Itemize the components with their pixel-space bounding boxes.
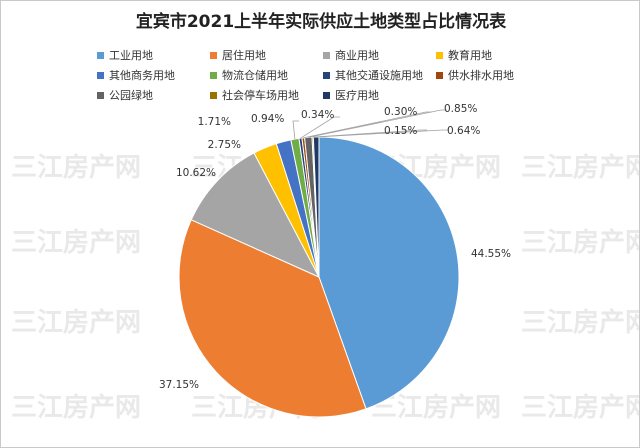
legend-item: 居住用地 <box>210 47 266 63</box>
legend-item: 公园绿地 <box>97 87 153 103</box>
leader-lines <box>292 109 449 140</box>
legend-item: 工业用地 <box>97 47 153 63</box>
watermark-text: 三江房产网 <box>11 308 141 338</box>
watermark-text: 三江房产网 <box>11 393 141 423</box>
legend-item: 商业用地 <box>323 47 379 63</box>
legend-item: 社会停车场用地 <box>210 87 299 103</box>
data-label: 0.15% <box>384 125 417 137</box>
data-label: 1.71% <box>198 116 231 128</box>
watermark-text: 三江房产网 <box>521 308 640 338</box>
legend-label: 其他交通设施用地 <box>335 69 423 82</box>
data-labels: 44.55% 37.15% 10.62% 2.75% 1.71% 0.94% 0.34% 0.… <box>159 103 511 391</box>
watermark-text: 三江房产网 <box>521 228 640 258</box>
legend-label: 医疗用地 <box>335 89 379 102</box>
watermark-text: 三江房产网 <box>521 153 640 183</box>
legend-item: 其他交通设施用地 <box>323 67 423 83</box>
legend-swatch <box>210 71 217 79</box>
legend-swatch <box>436 51 443 59</box>
legend-swatch <box>436 71 443 79</box>
legend-label: 教育用地 <box>448 49 492 62</box>
legend-swatch <box>97 71 104 79</box>
legend-label: 物流仓储用地 <box>222 69 288 82</box>
data-label: 0.85% <box>444 103 477 115</box>
legend-label: 居住用地 <box>222 49 266 62</box>
leader-line <box>312 129 427 138</box>
leader-line <box>300 116 340 139</box>
data-label: 2.75% <box>208 139 241 151</box>
leader-line <box>316 129 449 138</box>
data-label: 10.62% <box>176 167 216 179</box>
legend-label: 其他商务用地 <box>109 69 175 82</box>
legend-label: 供水排水用地 <box>448 69 514 82</box>
pie-slice <box>190 152 321 279</box>
legend-label: 公园绿地 <box>109 89 153 102</box>
legend-label: 商业用地 <box>335 49 379 62</box>
legend-item: 教育用地 <box>436 47 492 63</box>
legend-swatch <box>323 91 330 99</box>
legend-item: 其他商务用地 <box>97 67 175 83</box>
pie-slices <box>178 136 460 418</box>
watermark-text: 三江房产网 <box>371 393 501 423</box>
legend-swatch <box>97 91 104 99</box>
data-label: 0.34% <box>301 109 334 121</box>
legend-label: 工业用地 <box>109 49 153 62</box>
legend-item: 医疗用地 <box>323 87 379 103</box>
legend-swatch <box>210 91 217 99</box>
legend-item: 供水排水用地 <box>436 67 514 83</box>
legend-label: 社会停车场用地 <box>222 89 299 102</box>
data-label: 0.30% <box>384 106 417 118</box>
legend-swatch <box>323 71 330 79</box>
data-label: 37.15% <box>159 379 199 391</box>
watermark-text: 三江房产网 <box>11 228 141 258</box>
legend-item: 物流仓储用地 <box>210 67 288 83</box>
watermark-text: 三江房产网 <box>11 153 141 183</box>
pie-slice <box>178 219 367 418</box>
chart-title: 宜宾市2021上半年实际供应土地类型占比情况表 <box>135 12 507 32</box>
leader-line <box>308 109 447 138</box>
data-label: 44.55% <box>471 248 511 260</box>
data-label: 0.64% <box>447 125 480 137</box>
leader-line <box>292 120 299 140</box>
legend-swatch <box>210 51 217 59</box>
watermark-text: 三江房产网 <box>521 393 640 423</box>
legend-swatch <box>323 51 330 59</box>
legend-swatch <box>97 51 104 59</box>
data-label: 0.94% <box>251 113 284 125</box>
pie-slice <box>318 136 460 410</box>
